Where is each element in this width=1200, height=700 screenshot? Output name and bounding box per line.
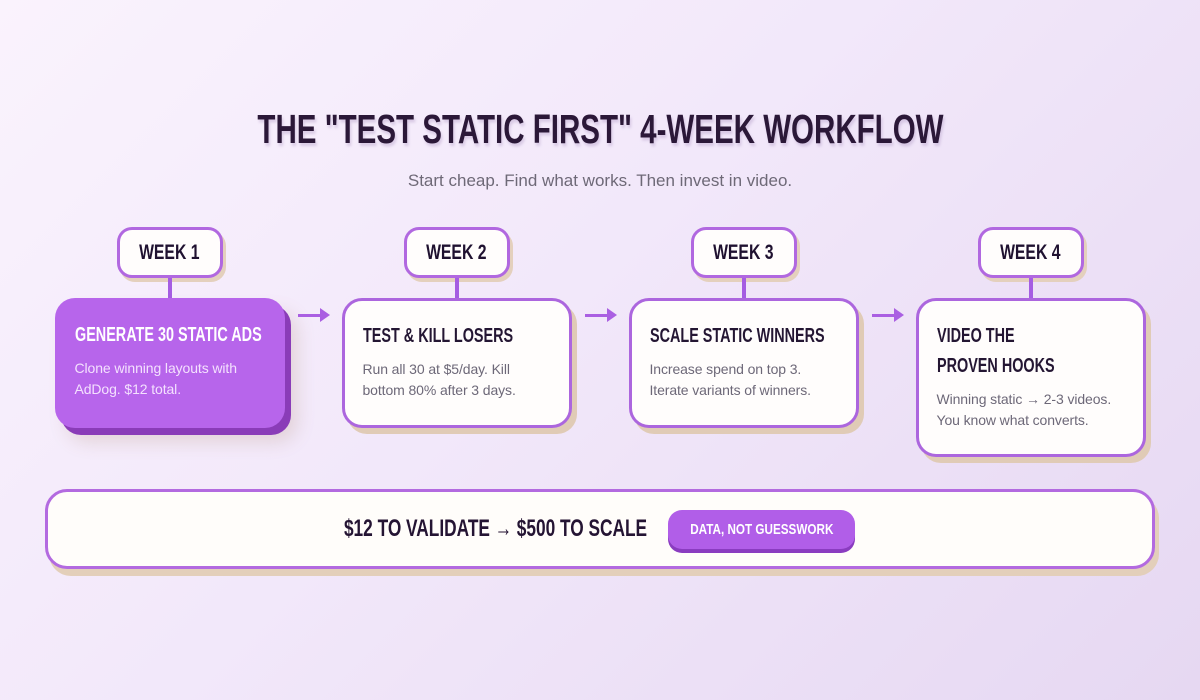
week1-card: GENERATE 30 STATIC ADS Clone winning lay…	[54, 298, 285, 429]
week2-card-body: Run all 30 at $5/day. Kill bottom 80% af…	[362, 361, 516, 398]
week4-badge-label: WEEK 4	[1000, 241, 1061, 265]
week1-badge: WEEK 1	[116, 227, 223, 279]
page-subtitle: Start cheap. Find what works. Then inves…	[407, 171, 793, 191]
summary-headline-text: $12 TO VALIDATE → $500 TO SCALE	[343, 515, 647, 543]
summary-bar: $12 TO VALIDATE → $500 TO SCALE DATA, NO…	[45, 489, 1155, 570]
arrow-right-icon	[298, 308, 330, 323]
week3-card-title: SCALE STATIC WINNERS	[649, 325, 825, 348]
summary-headline: $12 TO VALIDATE → $500 TO SCALE	[343, 515, 647, 543]
week1-badge-label: WEEK 1	[139, 241, 200, 265]
workflow-step-week2: WEEK 2 TEST & KILL LOSERS Run all 30 at …	[341, 227, 572, 429]
week4-card-title: VIDEO THE PROVEN HOOKS	[936, 325, 1055, 378]
arrow-right-icon	[585, 308, 617, 323]
page-title-text: THE "TEST STATIC FIRST" 4-WEEK WORKFLOW	[256, 106, 944, 152]
week2-badge-label: WEEK 2	[426, 241, 487, 265]
workflow-step-week1: WEEK 1 GENERATE 30 STATIC ADS Clone winn…	[54, 227, 285, 429]
week3-badge-label: WEEK 3	[713, 241, 774, 265]
workflow-steps-row: WEEK 1 GENERATE 30 STATIC ADS Clone winn…	[0, 227, 1200, 458]
week3-card: SCALE STATIC WINNERS Increase spend on t…	[628, 298, 859, 429]
workflow-diagram: WEEK 1 GENERATE 30 STATIC ADS Clone winn…	[0, 227, 1200, 458]
week2-card-title: TEST & KILL LOSERS	[362, 325, 513, 348]
week1-card-body: Clone winning layouts with AdDog. $12 to…	[74, 360, 237, 397]
week1-connector-line	[167, 278, 172, 299]
page-title: THE "TEST STATIC FIRST" 4-WEEK WORKFLOW	[0, 106, 1200, 152]
week3-card-body: Increase spend on top 3. Iterate variant…	[649, 361, 811, 398]
arrow-right-icon	[872, 308, 904, 323]
week3-badge: WEEK 3	[690, 227, 797, 279]
week3-connector-line	[741, 278, 746, 299]
summary-badge: DATA, NOT GUESSWORK	[667, 509, 856, 549]
week2-badge: WEEK 2	[403, 227, 510, 279]
summary-badge-label: DATA, NOT GUESSWORK	[689, 520, 834, 538]
week2-connector-line	[454, 278, 459, 299]
week2-card: TEST & KILL LOSERS Run all 30 at $5/day.…	[341, 298, 572, 429]
workflow-step-week4: WEEK 4 VIDEO THE PROVEN HOOKS Winning st…	[915, 227, 1146, 458]
week4-card: VIDEO THE PROVEN HOOKS Winning static → …	[915, 298, 1146, 458]
week4-card-body: Winning static → 2-3 videos. You know wh…	[936, 391, 1112, 428]
week4-connector-line	[1028, 278, 1033, 299]
week1-card-title: GENERATE 30 STATIC ADS	[74, 324, 262, 347]
week4-badge: WEEK 4	[977, 227, 1084, 279]
workflow-step-week3: WEEK 3 SCALE STATIC WINNERS Increase spe…	[628, 227, 859, 429]
